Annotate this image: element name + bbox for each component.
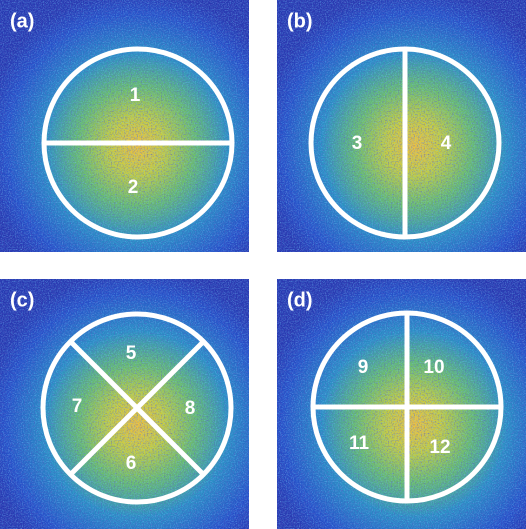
panel-label: (d) xyxy=(287,289,313,311)
region-label: 8 xyxy=(185,398,196,419)
panel-b: (b) 3 4 xyxy=(277,0,526,252)
noise xyxy=(0,0,249,252)
region-label: 3 xyxy=(352,133,363,154)
panel-label: (a) xyxy=(10,10,34,32)
region-label: 5 xyxy=(126,343,137,364)
region-label: 12 xyxy=(429,437,450,458)
region-label: 10 xyxy=(423,357,444,378)
panel-label: (c) xyxy=(10,289,34,311)
region-label: 2 xyxy=(128,177,139,198)
region-label: 9 xyxy=(358,357,369,378)
figure: (a) 1 2 (b) 3 4 (c) 5 7 8 6 (d) 9 xyxy=(0,0,526,529)
region-label: 6 xyxy=(126,453,137,474)
region-label: 1 xyxy=(130,85,141,106)
panel-d: (d) 9 10 11 12 xyxy=(277,279,526,529)
region-label: 7 xyxy=(72,396,83,417)
region-label: 11 xyxy=(349,433,370,454)
region-label: 4 xyxy=(441,133,452,154)
panel-a: (a) 1 2 xyxy=(0,0,249,252)
panel-label: (b) xyxy=(287,10,313,32)
panel-c: (c) 5 7 8 6 xyxy=(0,279,249,529)
